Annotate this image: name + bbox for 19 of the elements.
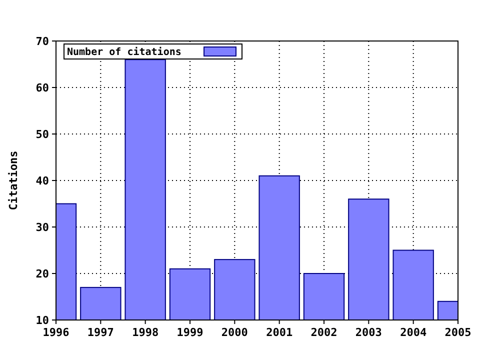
x-tick-label: 2001 [266, 326, 293, 339]
y-tick-label: 60 [36, 82, 49, 94]
x-tick-label: 1997 [87, 326, 114, 339]
x-tick-label: 2005 [444, 326, 472, 339]
y-tick-label: 40 [36, 174, 49, 188]
y-tick-label: 30 [36, 221, 49, 234]
x-tick-label: 1996 [42, 326, 70, 339]
x-tick-label: 2000 [221, 326, 248, 339]
y-tick-label: 10 [36, 314, 49, 327]
y-tick-label: 70 [36, 35, 49, 48]
x-tick-label: 2004 [400, 326, 427, 339]
legend-label: Number of citations [67, 46, 182, 58]
y-axis-title: Citations [7, 150, 20, 210]
y-tick-label: 50 [36, 128, 49, 141]
x-tick-label: 2003 [355, 326, 382, 339]
x-tick-label: 2002 [310, 326, 338, 339]
y-tick-label: 20 [36, 268, 49, 280]
x-tick-label: 1999 [176, 326, 204, 339]
x-tick-label: 1998 [132, 326, 159, 339]
